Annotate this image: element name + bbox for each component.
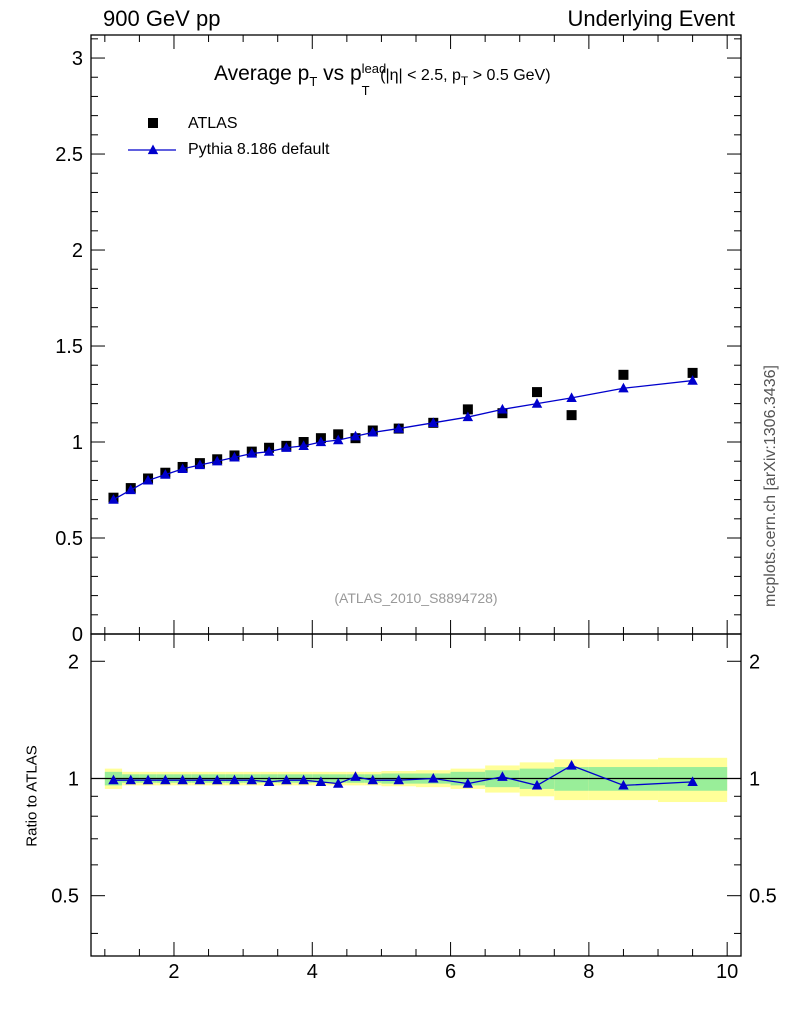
header-left: 900 GeV pp [103,6,221,31]
y-tick-label: 2.5 [55,144,83,166]
legend-marker-pythia [147,144,159,155]
ratio-pythia-point [229,774,240,785]
title-part2-sup: lead [361,61,387,76]
ratio-pythia-point [428,772,439,783]
ratio-pythia-point [497,771,508,781]
main-panel: 0 0.5 1 1.5 2 2.5 3 [55,34,742,956]
y-tick-label: 3 [72,48,83,70]
chart-title: Average pT vs p lead T (|η| < 2.5, pT > 0.… [214,61,551,98]
ratio-axis-label: Ratio to ATLAS [23,745,41,847]
legend-marker-atlas [148,118,158,128]
ratio-pythia-point [618,779,629,790]
legend-label-atlas: ATLAS [188,115,238,132]
y-tick-label: 0 [72,624,83,646]
y-tick-label: 2 [72,240,83,262]
pythia-point [125,484,136,495]
ratio-pythia-point [263,776,275,787]
x-tick-label: 10 [716,961,738,983]
ratio-pythia-point [687,776,698,787]
ratio-panel: 2 4 6 8 10 0.5 0.5 1 1 2 2 [51,633,777,983]
ratio-pythia-point [367,774,379,785]
pythia-point [332,434,344,445]
pythia-point [177,463,188,474]
ratio-pythia-point [315,776,327,787]
pythia-point [315,436,327,447]
pythia-point [281,442,292,452]
pythia-point [298,440,309,450]
x-tick-label: 8 [583,961,594,983]
pythia-point [160,469,171,479]
ratio-pythia-point [194,774,206,785]
ratio-pythia-point [177,774,188,785]
ratio-pythia-point [246,774,257,785]
ratio-pythia-point [108,774,119,785]
pythia-point [246,448,257,458]
ratio-pythia-point [332,778,344,788]
atlas-point [532,387,543,398]
pythia-line [113,379,693,501]
pythia-point [263,446,275,456]
pythia-point [566,392,577,402]
x-tick-label: 4 [307,961,318,983]
pythia-point [350,430,361,441]
ratio-y-tick-label-left: 0.5 [51,886,79,908]
ratio-y-tick-label-right: 2 [749,651,760,673]
pythia-point [367,426,379,437]
ratio-pythia-point [393,774,404,785]
ratio-pythia-point [531,779,543,790]
x-tick-label: 2 [168,961,179,983]
ratio-frame [90,633,742,957]
legend-label-pythia: Pythia 8.186 default [188,141,330,158]
ratio-y-tick-label-left: 2 [68,651,79,673]
ratio-pythia-point [566,759,577,770]
pythia-point [531,398,543,408]
y-tick-label: 0.5 [55,528,83,550]
title-cuts-sub: T [460,74,469,88]
ratio-y-tick-label-right: 1 [749,768,760,790]
y-tick-label: 1 [72,432,83,454]
side-note: mcplots.cern.ch [arXiv:1306.3436] [762,365,779,607]
pythia-point [462,411,474,422]
x-tick-label: 6 [445,961,456,983]
title-cuts-a: (|η| < 2.5, p [375,67,461,84]
title-part2: vs p [317,62,362,85]
pythia-point [618,382,629,393]
ratio-pythia-point [298,774,309,785]
pythia-point [142,474,154,485]
ratio-pythia-point [142,774,154,785]
ratio-pythia-point [462,778,474,788]
atlas-point [566,410,577,421]
pythia-point [229,451,240,462]
header-right: Underlying Event [567,6,735,31]
pythia-point [497,403,508,414]
pythia-point [194,459,206,470]
ratio-y-tick-label-left: 1 [68,768,79,790]
title-part1: Average p [214,62,310,85]
title-stack: lead T [362,61,387,98]
atlas-point [462,404,473,415]
pythia-point [393,423,404,433]
title-part2-sub: T [361,83,370,98]
title-cuts-b: > 0.5 GeV) [468,67,551,84]
atlas-point [618,369,629,380]
pythia-point [211,455,223,466]
pythia-point [108,494,119,504]
ratio-y-tick-label-right: 0.5 [749,886,777,908]
ratio-pythia-point [160,774,171,785]
ratio-pythia-point [281,774,292,785]
pythia-point [687,375,698,385]
analysis-id: (ATLAS_2010_S8894728) [334,590,498,606]
title-cuts: (|η| < 2.5, pT > 0.5 GeV) [375,67,551,88]
ratio-pythia-point [211,774,223,785]
atlas-point [687,367,698,378]
title-part1-sub: T [309,74,318,89]
atlas-point [333,429,344,440]
ratio-pythia-point [125,774,136,785]
pythia-point [428,417,439,427]
ratio-pythia-point [350,771,361,781]
y-tick-label: 1.5 [55,336,83,358]
